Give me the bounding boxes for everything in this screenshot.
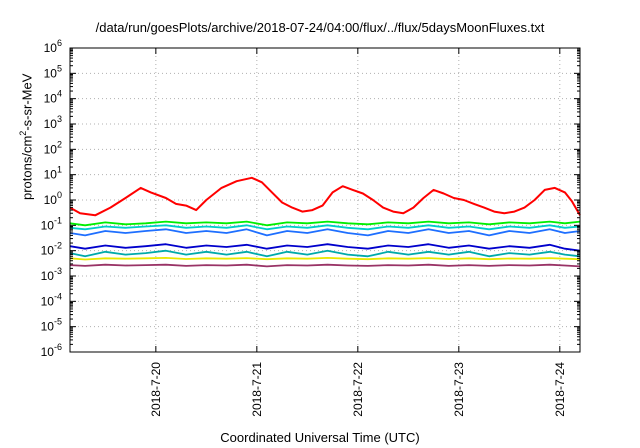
series-line-2 [69, 220, 581, 227]
y-tick-label: 105 [44, 63, 62, 80]
x-tick-label: 2018-7-20 [149, 362, 163, 417]
y-tick-label: 10-4 [41, 291, 62, 308]
y-tick-label: 10-3 [41, 266, 62, 283]
x-tick-label: 2018-7-23 [452, 362, 466, 417]
y-tick-label: 10-5 [41, 317, 62, 334]
series-line-3 [69, 224, 581, 231]
chart-title: /data/run/goesPlots/archive/2018-07-24/0… [95, 20, 545, 35]
y-axis-label: protons/cm2-s-sr-MeV [18, 73, 35, 200]
y-tick-label: 10-6 [41, 342, 62, 359]
series-line-8 [69, 263, 581, 268]
grid-lines [70, 48, 580, 352]
series-line-1 [69, 176, 581, 217]
series-line-6 [69, 249, 581, 258]
x-tick-label: 2018-7-22 [351, 362, 365, 417]
x-tick-label: 2018-7-21 [250, 362, 264, 417]
y-tick-label: 106 [44, 38, 62, 55]
x-axis-ticks: 2018-7-20 2018-7-21 2018-7-22 2018-7-23 2018… [149, 48, 567, 417]
y-tick-label: 103 [44, 114, 62, 131]
series-line-7 [69, 256, 581, 261]
x-axis-label: Coordinated Universal Time (UTC) [220, 430, 420, 445]
y-tick-label: 10-1 [41, 215, 62, 232]
series-line-5 [69, 243, 581, 252]
x-tick-label: 2018-7-24 [553, 362, 567, 417]
y-axis-ticks: 10-6 10-5 10-4 10-3 10-2 10-1 100 101 102 103 104 1… [41, 38, 580, 359]
y-tick-label: 104 [44, 89, 62, 106]
y-tick-label: 102 [44, 139, 62, 156]
y-tick-label: 101 [44, 165, 62, 182]
y-tick-label: 100 [44, 190, 62, 207]
series-line-4 [69, 228, 581, 237]
series-lines [69, 176, 581, 268]
y-tick-label: 10-2 [41, 241, 62, 258]
